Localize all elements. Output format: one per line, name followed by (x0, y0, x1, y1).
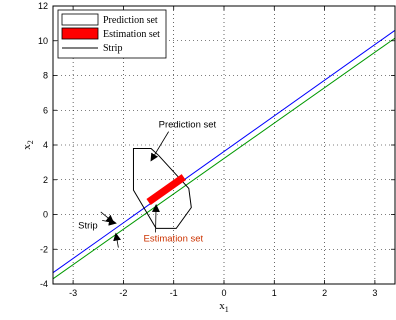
grid (53, 6, 395, 284)
y-axis-label-subscript: 2 (26, 140, 35, 144)
strip-line-lower (52, 37, 396, 280)
y-tick-label: 0 (43, 210, 48, 220)
y-tick-label: 6 (43, 105, 48, 115)
sets-layer (132, 147, 192, 229)
estimation-set-segment (146, 174, 186, 205)
y-tick-label: 10 (38, 36, 48, 46)
legend-label: Strip (103, 43, 122, 54)
y-tick-label: 4 (43, 140, 48, 150)
annotations-layer: Prediction set Strip Estimation set (78, 120, 217, 248)
y-axis-label: x2 (21, 140, 35, 150)
x-tick-label: 3 (372, 288, 377, 298)
legend-swatch-prediction-set (61, 13, 99, 26)
annotation-arrow (150, 131, 169, 162)
annotation-label: Prediction set (159, 120, 217, 131)
x-axis-label: x1 (219, 300, 229, 314)
prediction-set-polygon (132, 147, 192, 229)
strip-arrow (113, 232, 122, 248)
legend-swatch-estimation-set (61, 27, 99, 40)
x-tick-label: 1 (272, 288, 277, 298)
y-tick-label: -4 (40, 279, 48, 289)
annotation-label: Estimation set (144, 233, 204, 244)
x-tick-label: 2 (322, 288, 327, 298)
annotation-label: Strip (78, 220, 98, 231)
strip-line-upper (52, 29, 396, 274)
annotation-arrow (151, 203, 160, 233)
legend: Prediction set Estimation set Strip (57, 9, 167, 59)
x-axis-label-subscript: 1 (225, 305, 229, 314)
x-tick-label: -1 (170, 288, 178, 298)
x-tick-label: -3 (69, 288, 77, 298)
y-tick-label: 2 (43, 175, 48, 185)
legend-label: Estimation set (103, 29, 160, 40)
y-tick-label: 12 (38, 1, 48, 11)
y-tick-label: -2 (40, 244, 48, 254)
y-axis-label-main: x (21, 144, 33, 150)
series-layer (52, 29, 396, 280)
x-tick-label: -2 (119, 288, 127, 298)
legend-label: Prediction set (103, 15, 158, 26)
y-tick-label: 8 (43, 71, 48, 81)
x-tick-label: 0 (221, 288, 226, 298)
strip-arrow (100, 211, 115, 223)
x-axis-label-main: x (219, 300, 225, 312)
